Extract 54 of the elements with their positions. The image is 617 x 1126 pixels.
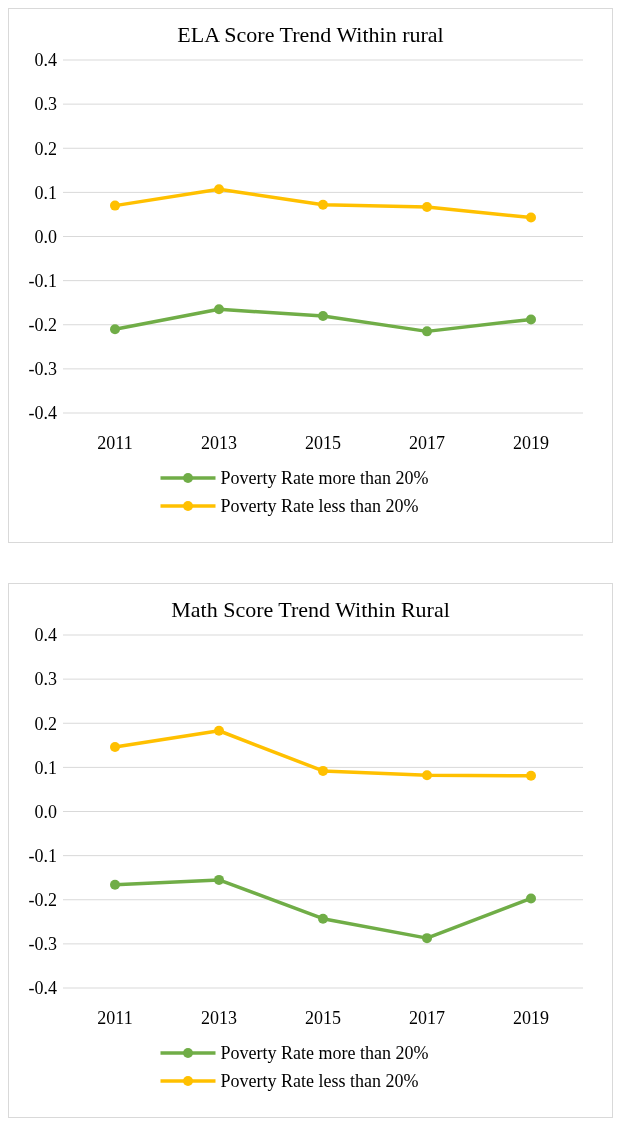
x-tick-label: 2011 [97,433,133,453]
y-tick-label: -0.2 [28,890,57,911]
x-tick-label: 2015 [305,433,341,453]
x-tick-label: 2013 [201,1008,237,1028]
point [526,314,536,325]
x-tick-label: 2017 [409,433,445,453]
y-tick-label: -0.4 [28,403,57,424]
point [110,742,120,753]
x-tick-label: 2017 [409,1008,445,1028]
point [318,199,328,210]
y-tick-label: -0.4 [28,978,57,999]
point [318,310,328,321]
point [318,913,328,924]
y-tick-label: -0.2 [28,315,57,336]
legend-label: Poverty Rate more than 20% [220,1043,429,1064]
y-tick-label: 0.1 [34,757,57,778]
x-tick-label: 2015 [305,1008,341,1028]
x-tick-label: 2013 [201,433,237,453]
point [214,304,224,315]
point [214,874,224,885]
y-tick-label: 0.1 [34,182,57,203]
point [422,933,432,944]
point [214,725,224,736]
point [526,770,536,781]
y-tick-label: 0.2 [34,138,57,159]
chart-title: Math Score Trend Within Rural [171,597,450,622]
point [110,324,120,335]
point [526,212,536,223]
y-tick-label: 0.4 [34,50,57,71]
point [422,201,432,212]
y-tick-label: -0.1 [28,845,57,866]
y-tick-label: 0.2 [34,713,57,734]
legend-label: Poverty Rate less than 20% [220,496,419,517]
chart-title: ELA Score Trend Within rural [177,22,444,47]
y-tick-label: 0.4 [34,625,57,646]
y-tick-label: -0.1 [28,270,57,291]
legend-label: Poverty Rate less than 20% [220,1071,419,1092]
y-tick-label: 0.3 [34,94,57,115]
point [526,893,536,904]
x-tick-label: 2019 [513,1008,549,1028]
x-tick-label: 2011 [97,1008,133,1028]
point [422,326,432,337]
y-tick-label: 0.0 [34,801,57,822]
point [110,200,120,211]
y-tick-label: -0.3 [28,934,57,955]
x-tick-label: 2019 [513,433,549,453]
point [214,184,224,195]
y-tick-label: 0.0 [34,226,57,247]
legend-label: Poverty Rate more than 20% [220,468,429,489]
y-tick-label: -0.3 [28,359,57,380]
point [422,770,432,781]
point [110,879,120,890]
y-tick-label: 0.3 [34,669,57,690]
point [318,765,328,776]
